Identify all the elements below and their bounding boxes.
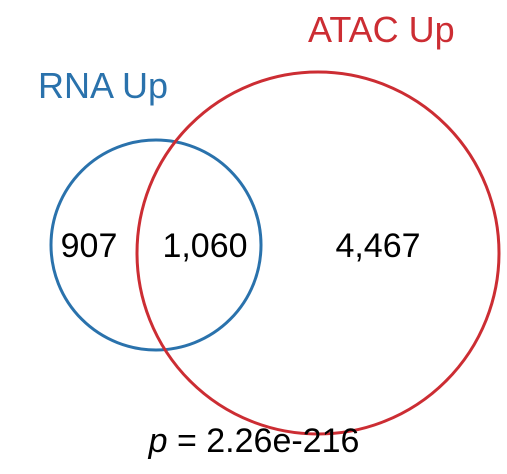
overlap-count: 1,060	[162, 227, 247, 265]
rna-up-circle	[49, 138, 263, 352]
p-value-text: = 2.26e-216	[168, 422, 360, 460]
rna-only-count: 907	[61, 227, 118, 265]
atac-up-label: ATAC Up	[308, 9, 455, 50]
p-symbol: p	[148, 422, 168, 460]
rna-up-label: RNA Up	[38, 65, 168, 106]
p-value-label: p = 2.26e-216	[148, 422, 360, 460]
atac-only-count: 4,467	[335, 227, 420, 265]
atac-up-circle	[135, 70, 501, 436]
